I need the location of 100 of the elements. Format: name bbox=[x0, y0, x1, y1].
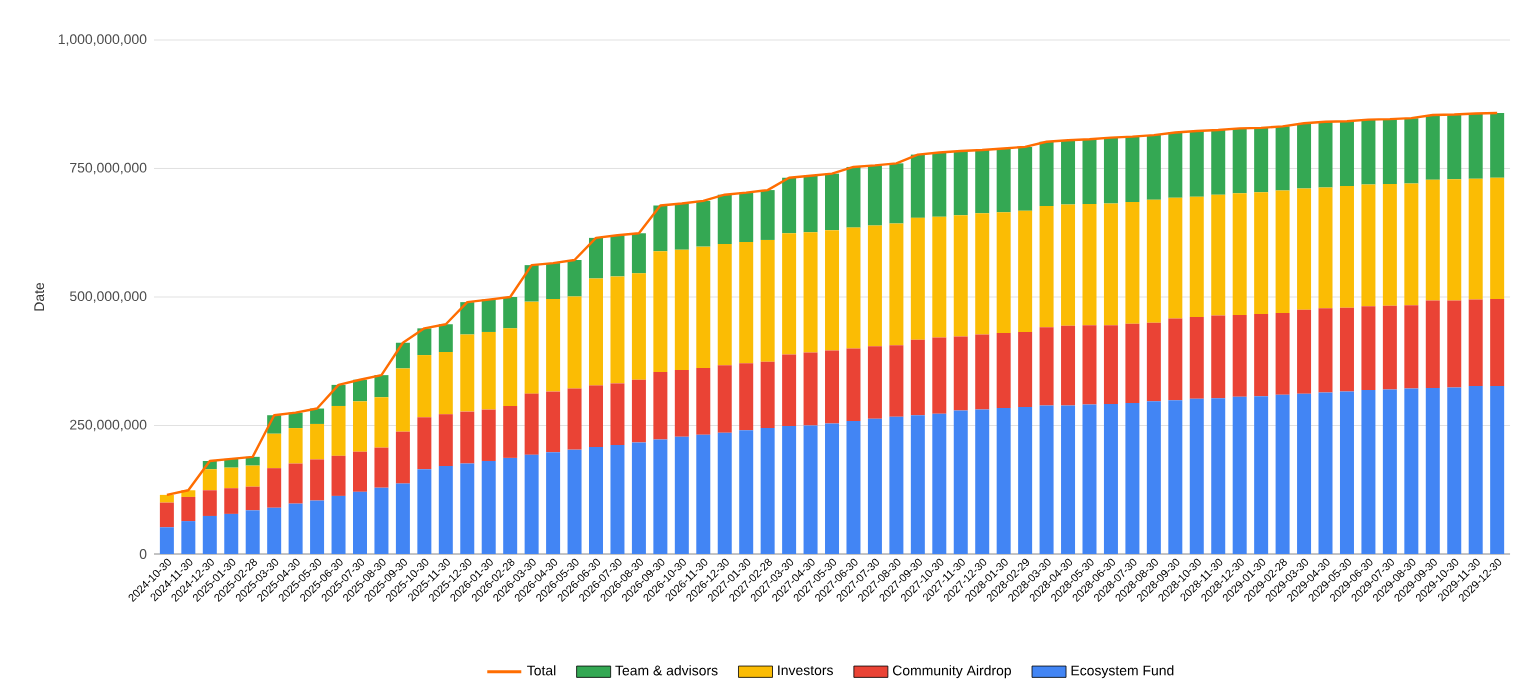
bar bbox=[503, 405, 518, 458]
bar bbox=[352, 401, 367, 452]
bar bbox=[760, 428, 775, 554]
bar bbox=[395, 431, 410, 484]
bar bbox=[760, 361, 775, 429]
bar bbox=[1447, 114, 1462, 180]
bar bbox=[1146, 322, 1161, 402]
bar bbox=[889, 163, 904, 224]
bar bbox=[1082, 203, 1097, 326]
bar bbox=[417, 328, 432, 356]
bar bbox=[1318, 121, 1333, 188]
bar bbox=[1018, 210, 1033, 332]
bar bbox=[867, 165, 882, 226]
bar bbox=[1146, 401, 1161, 554]
bar bbox=[1082, 325, 1097, 405]
bar bbox=[438, 351, 453, 415]
bar bbox=[1339, 121, 1354, 186]
bar bbox=[1061, 204, 1076, 326]
bar bbox=[374, 397, 389, 448]
bar bbox=[782, 177, 797, 234]
bar bbox=[610, 445, 625, 554]
bar bbox=[1103, 325, 1118, 404]
bar bbox=[867, 225, 882, 347]
bar bbox=[546, 263, 561, 300]
bar bbox=[1318, 308, 1333, 393]
bar bbox=[1382, 119, 1397, 184]
bar bbox=[267, 433, 282, 469]
bar bbox=[267, 468, 282, 508]
bar bbox=[524, 454, 539, 554]
bar bbox=[846, 420, 861, 554]
bar bbox=[867, 418, 882, 554]
bar bbox=[975, 409, 990, 554]
bar bbox=[1468, 299, 1483, 386]
bar bbox=[1168, 197, 1183, 319]
bar bbox=[567, 296, 582, 389]
bar bbox=[417, 417, 432, 470]
bar bbox=[782, 233, 797, 355]
bar bbox=[1103, 403, 1118, 554]
bar bbox=[331, 455, 346, 496]
bar bbox=[1404, 183, 1419, 306]
bar bbox=[739, 430, 754, 554]
bar bbox=[503, 297, 518, 329]
bar bbox=[524, 393, 539, 455]
bar bbox=[889, 223, 904, 346]
bar bbox=[717, 194, 732, 245]
bar bbox=[1189, 317, 1204, 399]
bar bbox=[825, 173, 840, 231]
bar bbox=[159, 502, 174, 528]
bar bbox=[417, 469, 432, 554]
bar bbox=[1361, 119, 1376, 185]
bar bbox=[438, 466, 453, 554]
bar bbox=[1297, 393, 1312, 554]
bar bbox=[696, 200, 711, 247]
bar bbox=[1382, 183, 1397, 306]
bar bbox=[910, 339, 925, 416]
bar bbox=[760, 239, 775, 362]
bar bbox=[1297, 309, 1312, 394]
bar bbox=[567, 259, 582, 297]
bar bbox=[932, 216, 947, 338]
bar bbox=[1018, 406, 1033, 554]
bar bbox=[889, 416, 904, 554]
bar bbox=[1146, 135, 1161, 200]
bar bbox=[546, 299, 561, 392]
bar bbox=[674, 369, 689, 437]
bar bbox=[352, 451, 367, 492]
bar bbox=[245, 465, 260, 487]
bar bbox=[760, 190, 775, 240]
bar bbox=[1361, 184, 1376, 307]
bar bbox=[181, 496, 196, 522]
bar bbox=[1468, 178, 1483, 300]
bar bbox=[846, 166, 861, 228]
bar bbox=[1361, 306, 1376, 391]
bar bbox=[975, 213, 990, 335]
bar bbox=[481, 299, 496, 332]
bar bbox=[803, 232, 818, 353]
bar bbox=[503, 328, 518, 406]
bar bbox=[653, 251, 668, 373]
bar bbox=[460, 334, 475, 412]
line-series bbox=[165, 111, 1499, 497]
bar bbox=[975, 149, 990, 214]
bar bbox=[1189, 398, 1204, 554]
bar bbox=[803, 425, 818, 554]
bar bbox=[159, 527, 174, 554]
bar bbox=[1425, 387, 1440, 554]
bar bbox=[825, 423, 840, 554]
bar bbox=[631, 273, 646, 380]
bar bbox=[739, 363, 754, 431]
bar bbox=[803, 175, 818, 233]
bar bbox=[481, 331, 496, 410]
bar bbox=[288, 503, 303, 554]
bar bbox=[1275, 126, 1290, 191]
bar bbox=[782, 354, 797, 427]
bar bbox=[1211, 129, 1226, 195]
bar bbox=[953, 336, 968, 411]
bar bbox=[1361, 390, 1376, 554]
bar bbox=[1404, 388, 1419, 554]
bar bbox=[1168, 400, 1183, 554]
bar bbox=[224, 467, 239, 489]
bar bbox=[1232, 128, 1247, 194]
bar bbox=[932, 337, 947, 414]
